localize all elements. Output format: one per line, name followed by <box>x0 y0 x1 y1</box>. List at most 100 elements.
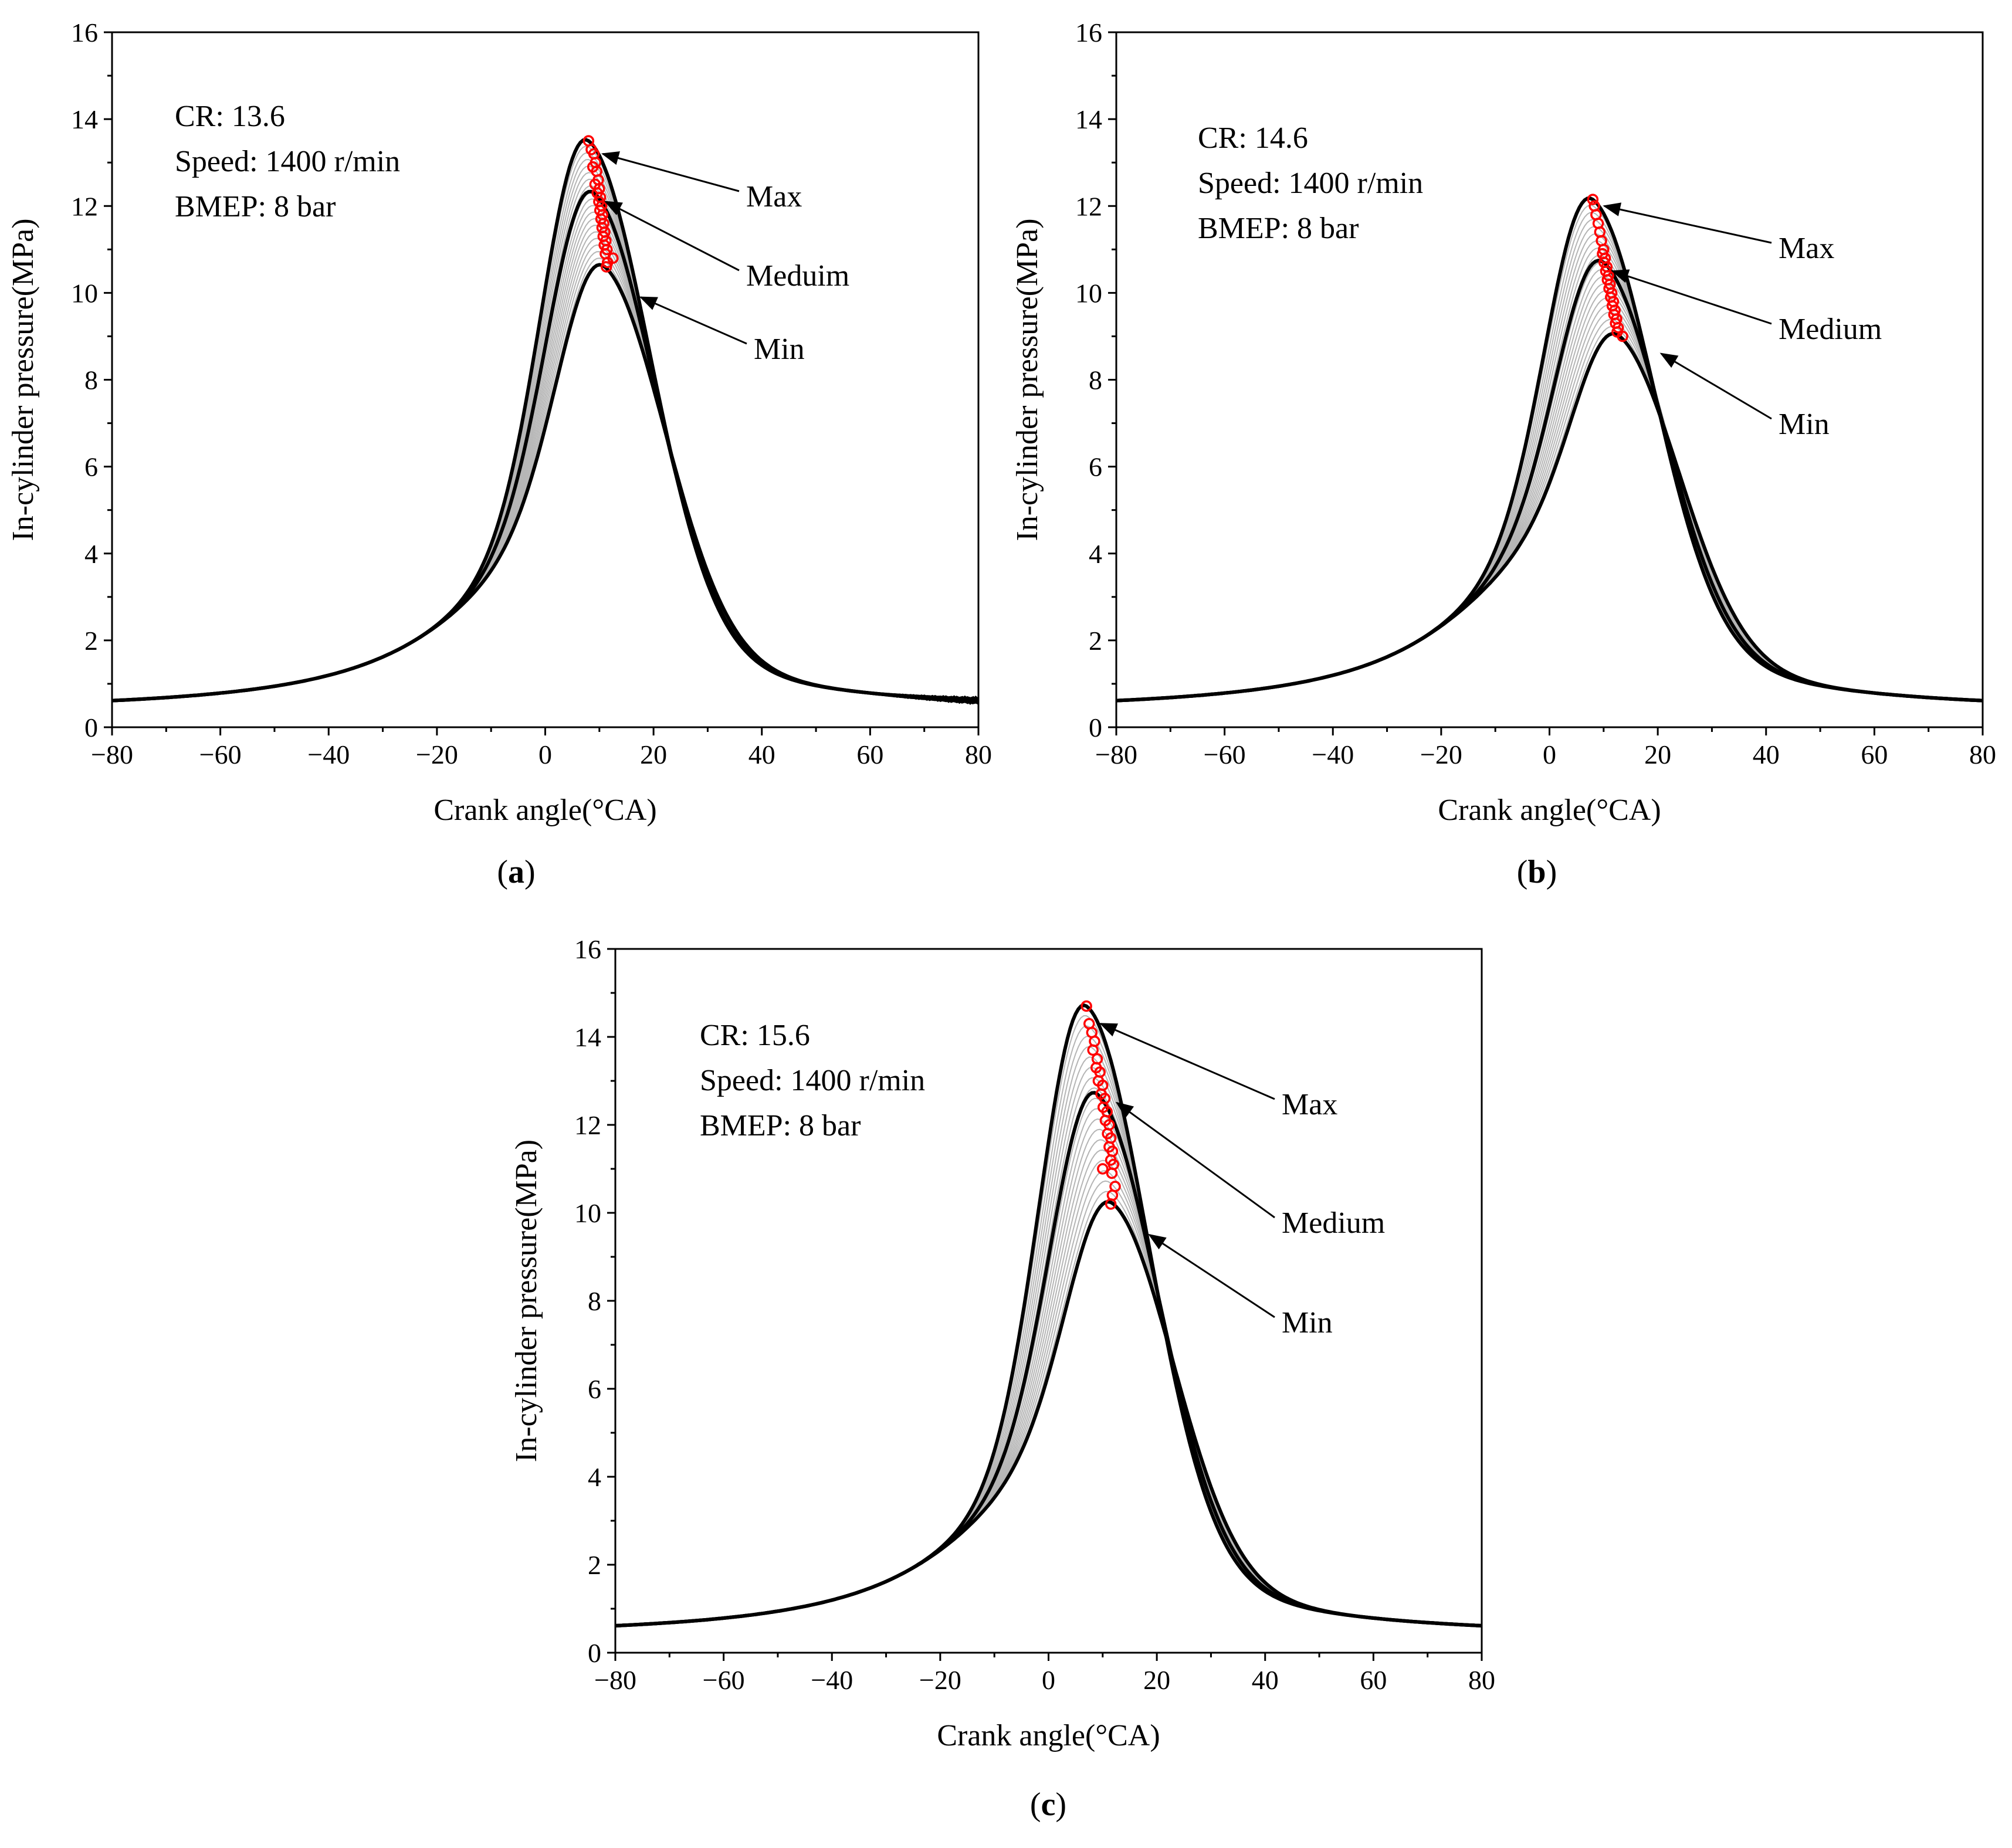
info-line: CR: 15.6 <box>700 1019 810 1052</box>
x-tick-label: −40 <box>811 1665 853 1695</box>
annotation-arrow <box>1099 1023 1275 1100</box>
cycle-curve <box>1116 290 1983 701</box>
plot-frame <box>111 31 980 728</box>
annotation-label-medium: Medium <box>1779 313 1882 346</box>
cycle-curve <box>1116 325 1983 701</box>
annotation-arrow <box>1659 352 1772 420</box>
y-tick-label: 16 <box>1075 18 1102 48</box>
info-line: CR: 13.6 <box>175 100 285 133</box>
annotation-arrow <box>601 151 740 192</box>
x-axis-title: Crank angle(°CA) <box>1438 794 1661 827</box>
x-tick-label: 60 <box>1360 1665 1387 1695</box>
x-tick-label: 20 <box>1644 740 1671 769</box>
plot-frame <box>614 948 1483 1654</box>
y-tick-label: 12 <box>1075 191 1102 221</box>
annotation-label-min: Min <box>754 333 805 366</box>
peak-point-marker <box>601 261 612 273</box>
cycle-curve <box>615 1097 1482 1626</box>
x-tick-label: 0 <box>1042 1665 1055 1695</box>
y-tick-label: 8 <box>84 365 98 395</box>
y-tick-label: 4 <box>1089 539 1102 569</box>
y-tick-label: 6 <box>1089 452 1102 482</box>
annotation-arrow <box>604 201 740 272</box>
info-line: Speed: 1400 r/min <box>1198 167 1423 200</box>
x-tick-label: 40 <box>1753 740 1780 769</box>
x-tick-label: 20 <box>640 740 667 769</box>
x-tick-label: 0 <box>1543 740 1556 769</box>
y-tick-label: 6 <box>588 1374 601 1404</box>
peak-point-marker <box>1106 1189 1119 1201</box>
y-tick-label: 2 <box>588 1550 601 1580</box>
panel-label-part: b <box>1527 854 1546 890</box>
x-tick-label: 40 <box>748 740 775 769</box>
x-tick-label: −60 <box>1204 740 1246 769</box>
series-line-min <box>615 1200 1482 1627</box>
x-tick-label: 40 <box>1252 1665 1279 1695</box>
x-tick-label: 80 <box>1468 1665 1495 1695</box>
annotation-label-max: Max <box>1282 1088 1337 1121</box>
y-tick-label: 8 <box>1089 365 1102 395</box>
info-line: BMEP: 8 bar <box>175 190 336 223</box>
y-tick-label: 12 <box>574 1110 601 1140</box>
curves-group <box>1116 196 1983 703</box>
y-tick-label: 2 <box>84 626 98 656</box>
x-tick-label: −20 <box>416 740 458 769</box>
cycle-curve <box>1116 197 1983 701</box>
y-tick-label: 0 <box>1089 713 1102 742</box>
peak-point-marker <box>1587 194 1599 205</box>
y-tick-label: 0 <box>84 713 98 742</box>
y-tick-label: 16 <box>71 18 98 48</box>
panel-label: (a) <box>497 854 535 890</box>
x-tick-label: −40 <box>1312 740 1354 769</box>
panel-label-part: ( <box>497 854 508 890</box>
x-tick-label: 20 <box>1143 1665 1170 1695</box>
panel-label-part: c <box>1041 1786 1056 1823</box>
y-axis-title: In-cylinder pressure(MPa) <box>6 218 40 541</box>
y-tick-label: 14 <box>1075 104 1102 134</box>
annotation-arrow <box>1611 269 1772 325</box>
annotation-arrow <box>1603 202 1772 244</box>
info-line: BMEP: 8 bar <box>1198 212 1359 245</box>
panel-label-part: ( <box>1517 854 1528 890</box>
x-tick-label: −60 <box>703 1665 745 1695</box>
peak-point-marker <box>1087 1044 1099 1056</box>
panel-label: (b) <box>1517 854 1557 890</box>
y-tick-label: 6 <box>84 452 98 482</box>
y-tick-label: 4 <box>84 539 98 569</box>
y-tick-label: 10 <box>71 278 98 308</box>
y-axis-title: In-cylinder pressure(MPa) <box>1011 218 1044 541</box>
curves-group <box>112 138 978 705</box>
annotation-arrow <box>1115 1101 1275 1219</box>
peak-point-marker <box>1080 1000 1092 1012</box>
cycle-curve <box>112 172 978 704</box>
x-tick-label: 60 <box>1861 740 1888 769</box>
annotation-label-medium: Medium <box>1282 1206 1385 1240</box>
annotation-label-meduim: Meduim <box>746 259 849 293</box>
panel-label-part: ) <box>524 854 536 890</box>
x-tick-label: 60 <box>856 740 883 769</box>
cycle-curve <box>112 165 978 704</box>
chart-panel-a: −80 −60 −40 −20 0 20 40 60 80 0 2 4 6 8 10 12 14 16 Crank … <box>6 18 992 890</box>
x-tick-label: −80 <box>594 1665 636 1695</box>
info-line: BMEP: 8 bar <box>700 1109 861 1142</box>
y-tick-label: 14 <box>574 1022 601 1052</box>
x-tick-label: −20 <box>919 1665 961 1695</box>
annotation-arrow <box>639 296 747 345</box>
annotation-label-max: Max <box>746 180 802 213</box>
annotation-label-min: Min <box>1779 408 1830 441</box>
panel-label-part: ) <box>1546 854 1557 890</box>
curves-group <box>615 1003 1482 1627</box>
y-tick-label: 4 <box>588 1462 601 1492</box>
y-tick-label: 0 <box>588 1638 601 1668</box>
panel-label-part: a <box>508 854 524 890</box>
series-line-min <box>1116 331 1983 703</box>
series-line-min <box>112 263 978 705</box>
y-tick-label: 10 <box>1075 278 1102 308</box>
chart-panel-b: −80 −60 −40 −20 0 20 40 60 80 0 2 4 6 8 10 12 14 16 Crank … <box>1011 18 1996 890</box>
y-tick-label: 2 <box>1089 626 1102 656</box>
peak-point-marker <box>1106 1167 1118 1179</box>
y-tick-label: 12 <box>71 191 98 221</box>
info-line: Speed: 1400 r/min <box>175 145 400 178</box>
chart-panel-c: −80 −60 −40 −20 0 20 40 60 80 0 2 4 6 8 10 12 14 16 Crank … <box>510 934 1495 1823</box>
annotation-label-min: Min <box>1282 1306 1333 1340</box>
